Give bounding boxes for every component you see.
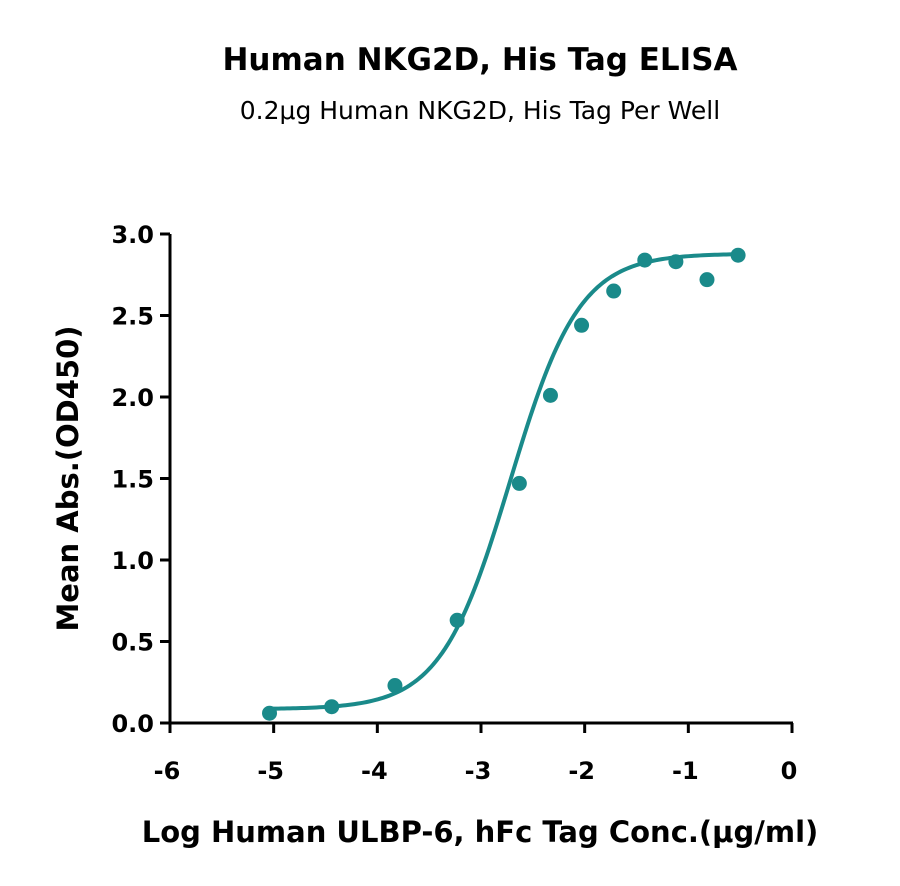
data-point — [262, 705, 278, 721]
data-point — [637, 252, 653, 268]
data-point — [668, 254, 684, 270]
x-tick-label: -3 — [465, 757, 492, 785]
data-point — [699, 272, 715, 288]
x-tick-label: -2 — [568, 757, 595, 785]
data-point — [574, 317, 590, 333]
x-tick-label: -6 — [154, 757, 181, 785]
data-point — [449, 612, 465, 628]
axes — [168, 234, 793, 725]
x-tick-label: 0 — [781, 757, 798, 785]
x-tick-label: -5 — [257, 757, 284, 785]
data-point — [511, 475, 527, 491]
chart-title: Human NKG2D, His Tag ELISA — [222, 42, 738, 78]
x-axis-label: Log Human ULBP-6, hFc Tag Conc.(μg/ml) — [142, 815, 819, 849]
data-point — [324, 699, 340, 715]
data-points — [262, 247, 746, 721]
data-point — [730, 247, 746, 263]
y-tick-label: 1.5 — [111, 466, 154, 494]
x-tick-label: -4 — [361, 757, 388, 785]
y-axis-ticks: 0.0 0.5 1.0 1.5 2.0 2.5 3.0 — [111, 221, 170, 738]
fit-curve — [269, 252, 739, 711]
y-axis-label: Mean Abs.(OD450) — [51, 325, 85, 631]
data-point — [606, 283, 622, 299]
y-tick-label: 0.0 — [111, 710, 154, 738]
chart-subtitle: 0.2μg Human NKG2D, His Tag Per Well — [239, 96, 721, 125]
x-axis-ticks: -6 -5 -4 -3 -2 -1 0 — [154, 723, 798, 785]
y-tick-label: 2.0 — [111, 384, 154, 412]
y-tick-label: 1.0 — [111, 547, 154, 575]
data-point — [387, 678, 403, 694]
y-tick-label: 2.5 — [111, 303, 154, 331]
data-point — [542, 387, 558, 403]
x-tick-label: -1 — [672, 757, 699, 785]
y-tick-label: 3.0 — [111, 221, 154, 249]
y-tick-label: 0.5 — [111, 629, 154, 657]
